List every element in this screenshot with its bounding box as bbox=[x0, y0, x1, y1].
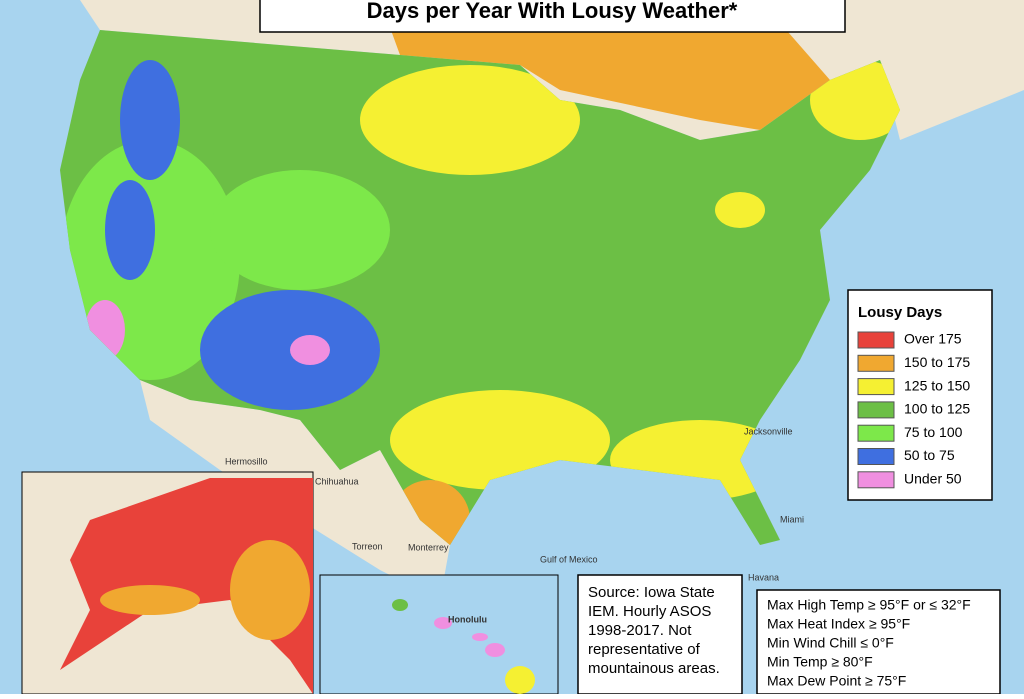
place-label: Chihuahua bbox=[315, 476, 359, 486]
source-line: IEM. Hourly ASOS bbox=[588, 603, 711, 620]
place-label: Gulf of Mexico bbox=[540, 554, 598, 564]
criteria-line: Min Wind Chill ≤ 0°F bbox=[767, 635, 894, 651]
alaska-map bbox=[60, 478, 313, 694]
criteria-box bbox=[756, 589, 1001, 695]
legend-swatch bbox=[857, 471, 895, 489]
legend-swatch bbox=[857, 331, 895, 349]
place-label: Torreon bbox=[352, 541, 383, 551]
place-label: Jacksonville bbox=[744, 426, 793, 436]
hawaii-islands bbox=[392, 599, 535, 694]
criteria-line: Max Heat Index ≥ 95°F bbox=[767, 616, 910, 632]
source-box bbox=[577, 574, 743, 695]
legend-swatch bbox=[857, 354, 895, 372]
legend-swatch bbox=[857, 424, 895, 442]
legend-swatch bbox=[857, 448, 895, 465]
title: Days per Year With Lousy Weather* bbox=[367, 0, 738, 23]
legend-label: 150 to 175 bbox=[904, 354, 970, 370]
source-line: 1998-2017. Not bbox=[588, 622, 692, 639]
legend-label: Under 50 bbox=[904, 471, 962, 487]
criteria-line: Max Dew Point ≥ 75°F bbox=[767, 673, 906, 689]
source-line: Source: Iowa State bbox=[588, 584, 715, 601]
source-line: mountainous areas. bbox=[588, 660, 720, 677]
place-label: Hermosillo bbox=[225, 456, 268, 466]
title-box bbox=[259, 0, 846, 33]
place-label: Monterrey bbox=[408, 542, 449, 552]
legend-title: Lousy Days bbox=[858, 304, 942, 321]
legend-label: 50 to 75 bbox=[904, 447, 955, 463]
legend-label: 100 to 125 bbox=[904, 401, 970, 417]
legend-label: Over 175 bbox=[904, 331, 962, 347]
legend-swatch bbox=[857, 401, 895, 419]
legend-label: 75 to 100 bbox=[904, 424, 963, 440]
place-label: Honolulu bbox=[448, 614, 487, 624]
source-line: representative of bbox=[588, 641, 701, 658]
place-label: Havana bbox=[748, 572, 779, 582]
legend-swatch bbox=[857, 378, 895, 396]
criteria-line: Max High Temp ≥ 95°F or ≤ 32°F bbox=[767, 597, 971, 613]
place-label: Miami bbox=[780, 514, 804, 524]
legend-label: 125 to 150 bbox=[904, 377, 970, 393]
criteria-line: Min Temp ≥ 80°F bbox=[767, 654, 873, 670]
